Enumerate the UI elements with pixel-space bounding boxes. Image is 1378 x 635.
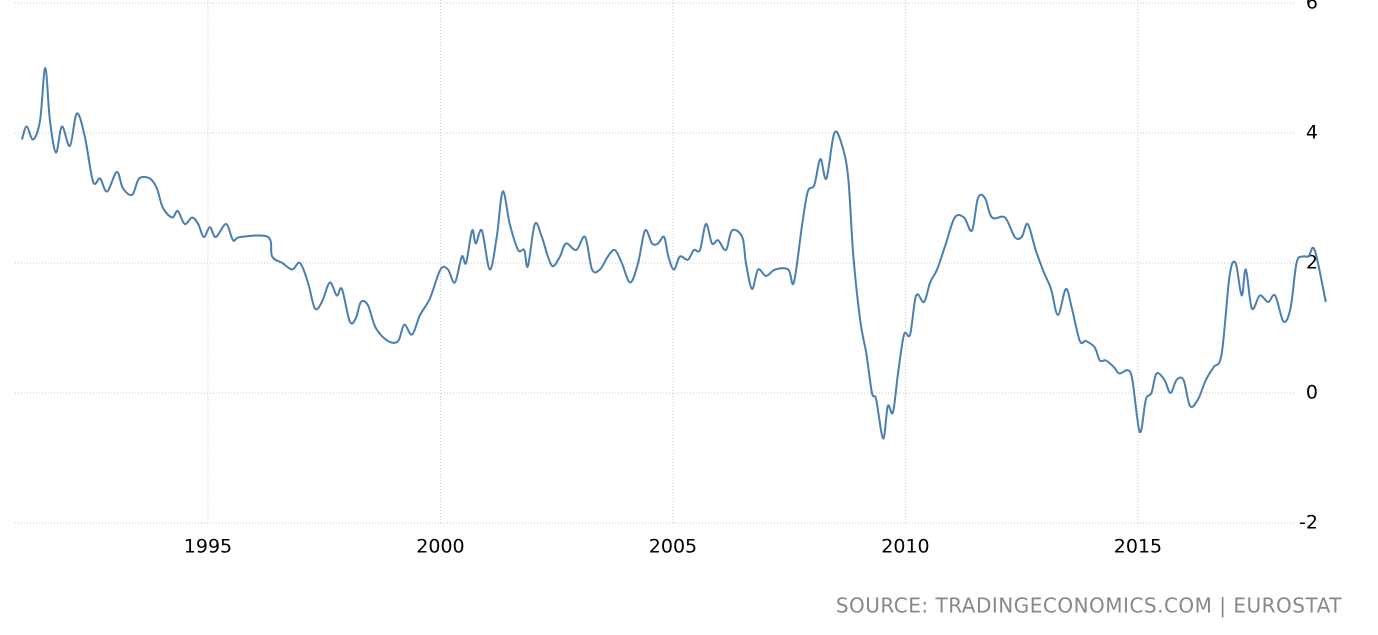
x-tick-label: 1995 <box>184 536 232 558</box>
data-line <box>21 67 1327 440</box>
y-tick-label: -2 <box>1299 512 1318 534</box>
x-tick-label: 2000 <box>416 536 464 558</box>
y-tick-label: 4 <box>1306 122 1318 144</box>
x-tick-label: 2015 <box>1114 536 1162 558</box>
x-tick-label: 2005 <box>649 536 697 558</box>
y-tick-label: 6 <box>1306 0 1318 14</box>
y-tick-label: 0 <box>1306 382 1318 404</box>
x-tick-label: 2010 <box>881 536 929 558</box>
source-note: SOURCE: TRADINGECONOMICS.COM | EUROSTAT <box>836 594 1342 618</box>
